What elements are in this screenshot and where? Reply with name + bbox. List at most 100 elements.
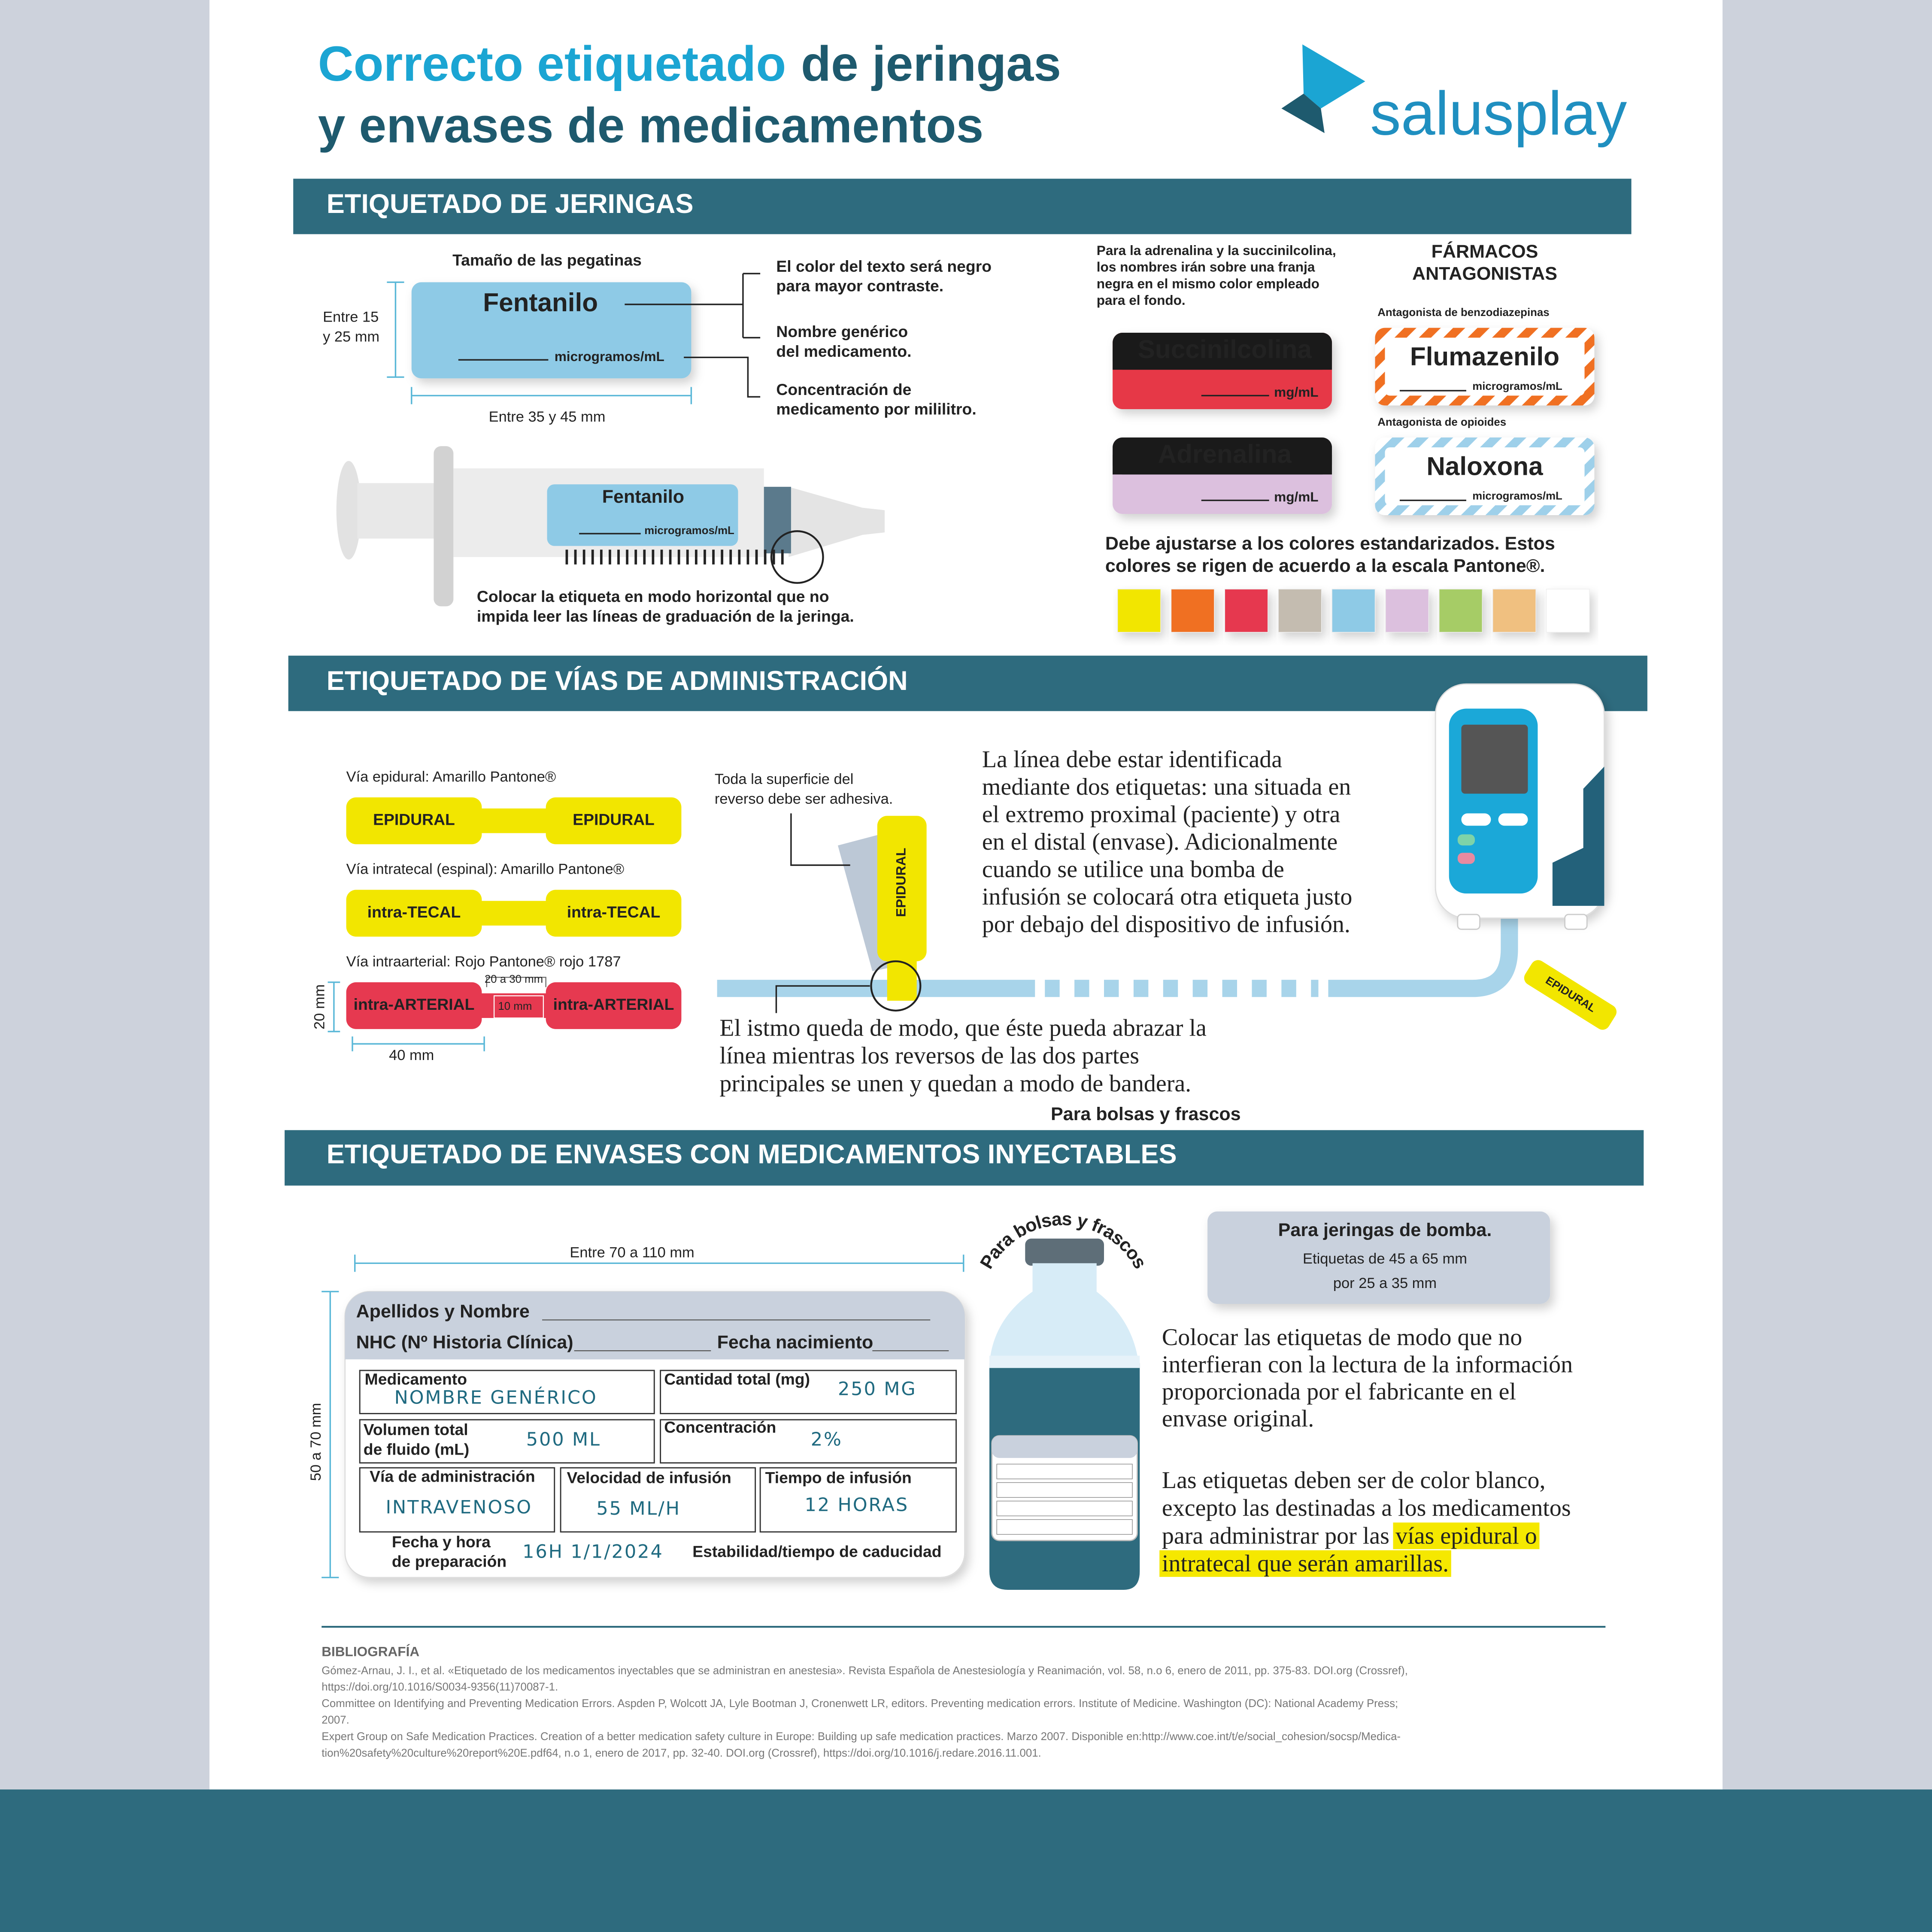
caption: Para bolsas y frascos [1051, 1104, 1241, 1124]
tag-isthmus [478, 808, 552, 833]
tag-isthmus [478, 901, 552, 926]
paragraph: Colocar las etiquetas de modo que no [1162, 1324, 1522, 1351]
tag [546, 982, 682, 1029]
side-panel [0, 0, 209, 1790]
title: y envases de medicamentos [318, 98, 984, 153]
unit: microgramos/mL [644, 525, 734, 537]
pump-foot [1564, 914, 1588, 930]
paragraph: envase original. [1162, 1406, 1314, 1432]
caption: Antagonista de opioides [1377, 416, 1506, 428]
highlight-circle [770, 530, 824, 584]
tag [1524, 960, 1617, 1030]
pump-foot [1457, 914, 1480, 930]
note: Para la adrenalina y la succinilcolina, [1097, 243, 1336, 258]
note: reverso debe ser adhesiva. [715, 791, 893, 807]
caption: Vía epidural: Amarillo Pantone® [346, 769, 556, 785]
drug-name: Fentanilo [602, 486, 684, 507]
color-swatch [1546, 589, 1590, 633]
note: los nombres irán sobre una franja [1097, 259, 1315, 275]
heading: BIBLIOGRAFÍA [321, 1644, 419, 1659]
highlight [1393, 1522, 1540, 1549]
field-box [560, 1467, 756, 1533]
field-value: 12 HORAS [804, 1494, 909, 1516]
tag-label: EPIDURAL [373, 811, 455, 829]
logo-mark [1281, 94, 1325, 134]
reference: https://doi.org/10.1016/S0034-9356(11)70… [321, 1681, 558, 1693]
reference: tion%20safety%20culture%20report%20E.pdf… [321, 1747, 1041, 1759]
syringe-thumb [336, 461, 361, 560]
field-box [660, 1370, 957, 1414]
pump-button [1461, 813, 1491, 826]
paragraph: por debajo del dispositivo de infusión. [982, 911, 1350, 938]
sticker [547, 484, 738, 546]
paragraph: línea mientras los reversos de las dos p… [719, 1042, 1139, 1069]
note: Debe ajustarse a los colores estandariza… [1105, 533, 1555, 554]
drug-name: Naloxona [1426, 452, 1543, 481]
highlight [1159, 1550, 1451, 1577]
syringe-plunger [764, 486, 791, 553]
field-value: 500 ML [526, 1429, 601, 1450]
note: del medicamento. [776, 342, 911, 360]
field-value: 16H 1/1/2024 [522, 1541, 664, 1562]
pointer [790, 813, 850, 866]
tag-label: intra-TECAL [567, 903, 661, 921]
dimension [411, 387, 692, 404]
title-highlight: Correcto etiquetado [318, 36, 786, 91]
color-swatch [1439, 589, 1483, 633]
isthmus-box [493, 995, 544, 1019]
note: Toda la superficie del [715, 771, 854, 787]
field-value: 2% [811, 1429, 843, 1450]
heading: FÁRMACOS [1432, 241, 1538, 262]
mini-label-header [992, 1436, 1137, 1458]
dimension [352, 1036, 485, 1051]
caption: Vía intratecal (espinal): Amarillo Panto… [346, 861, 625, 878]
field-label: de preparación [392, 1552, 507, 1571]
paragraph: principales se unen y quedan a modo de b… [719, 1070, 1191, 1097]
dimension [354, 1255, 964, 1272]
color-swatch [1224, 589, 1268, 633]
field-box [660, 1419, 957, 1464]
unit: mg/mL [1274, 489, 1318, 504]
section-title: ETIQUETADO DE JERINGAS [327, 189, 694, 219]
note: impida leer las líneas de graduación de … [477, 607, 854, 625]
tag-label: intra-TECAL [367, 903, 461, 921]
sticker [411, 282, 692, 379]
label-inner [1385, 447, 1585, 505]
field-box [759, 1467, 957, 1533]
tag-label: EPIDURAL [893, 848, 909, 917]
color-swatch [1171, 589, 1215, 633]
dimension-label: 10 mm [498, 1000, 532, 1012]
field-label: Apellidos y Nombre [356, 1301, 530, 1321]
field-box [359, 1467, 555, 1533]
dimension-label: Entre 35 y 45 mm [489, 409, 606, 425]
dimension [486, 977, 546, 987]
field-label: de fluido (mL) [364, 1440, 470, 1458]
unit: microgramos/mL [1472, 490, 1562, 502]
dimension [328, 981, 340, 1033]
title-part: de jeringas [801, 36, 1061, 91]
paragraph: proporcionada por el fabricante en el [1162, 1378, 1516, 1405]
paragraph: Las etiquetas deben ser de color blanco, [1162, 1467, 1546, 1494]
highlight-circle [870, 960, 922, 1012]
drug-name: Flumazenilo [1410, 342, 1559, 371]
tag-label: intra-ARTERIAL [553, 995, 674, 1013]
color-swatch [1331, 589, 1376, 633]
info-line: Etiquetas de 45 a 65 mm [1303, 1251, 1467, 1267]
field-label: Tiempo de infusión [765, 1469, 912, 1487]
field-value: 250 MG [838, 1378, 917, 1400]
field-label: Fecha y hora [392, 1533, 491, 1551]
pointer [625, 273, 761, 339]
note: Colocar la etiqueta en modo horizontal q… [477, 587, 829, 605]
info-box [1207, 1211, 1550, 1304]
info-line: por 25 a 35 mm [1333, 1275, 1437, 1291]
paragraph: El istmo queda de modo, que éste pueda a… [719, 1015, 1207, 1042]
reference: 2007. [321, 1714, 349, 1726]
field-box [359, 1370, 655, 1414]
note: para mayor contraste. [776, 277, 943, 295]
unit: microgramos/mL [555, 349, 664, 364]
syringe-tip [789, 486, 885, 557]
note: para el fondo. [1097, 292, 1186, 308]
